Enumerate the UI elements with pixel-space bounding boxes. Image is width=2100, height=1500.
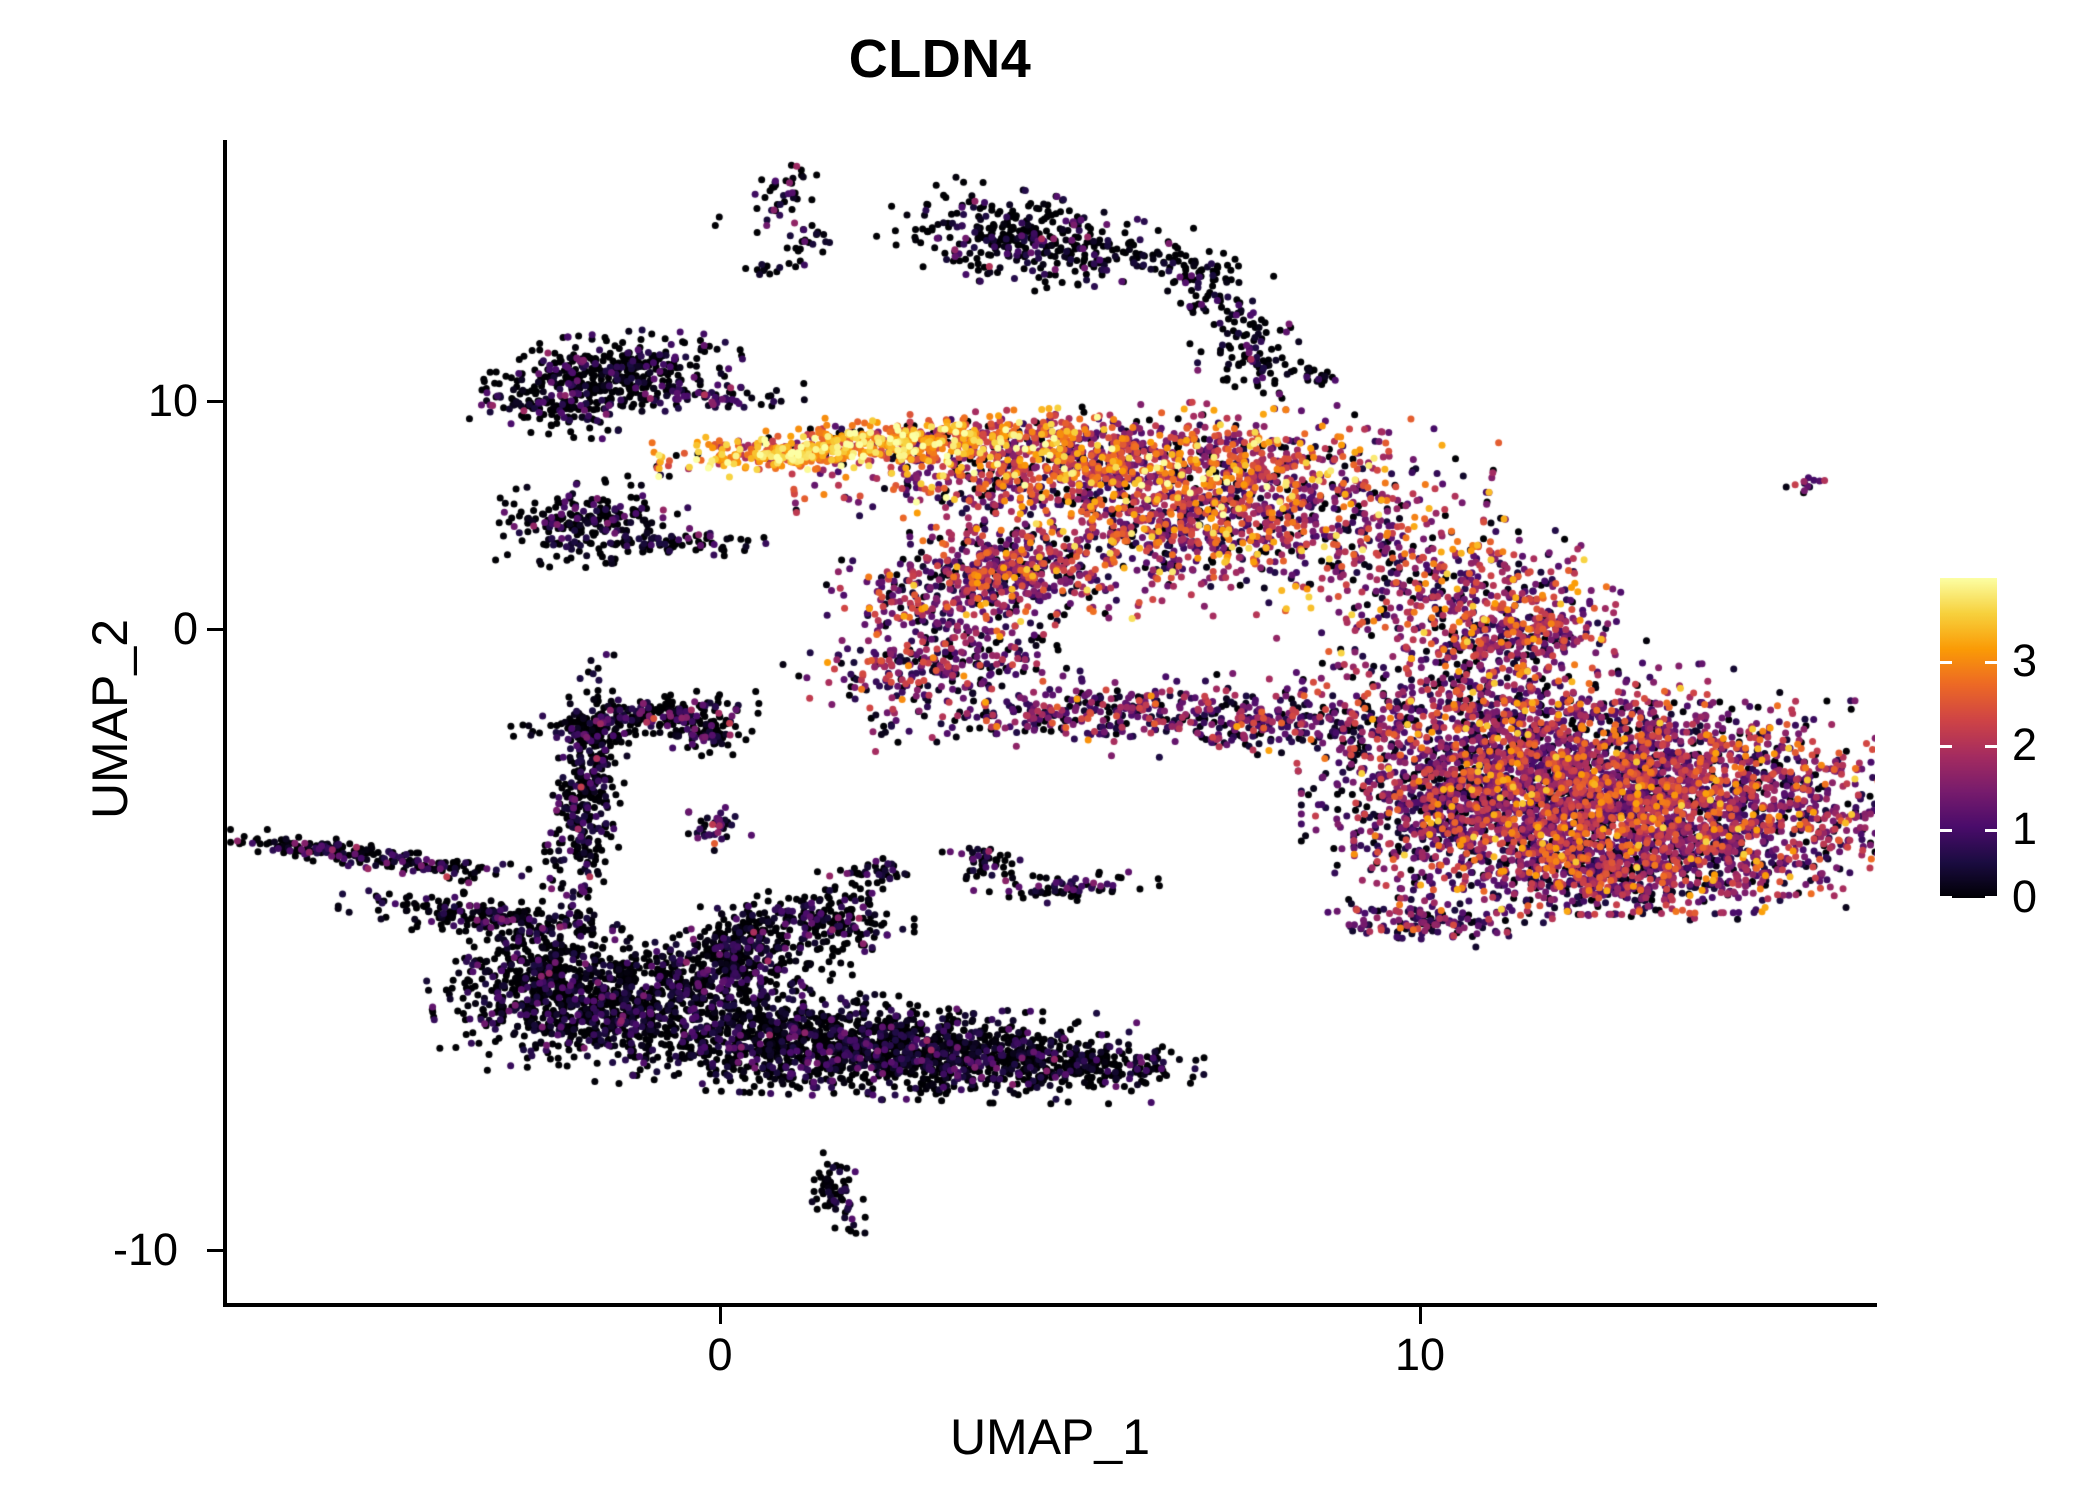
x-tick-label-10: 10 [1394, 1329, 1446, 1380]
scatter-canvas [225, 140, 1875, 1305]
colorbar-tick-1-right [1985, 829, 1997, 832]
x-tick-mark-0 [719, 1307, 722, 1324]
colorbar-gradient [1940, 578, 1997, 898]
page-title: CLDN4 [848, 29, 1032, 89]
y-tick-mark--10 [207, 1249, 224, 1252]
x-tick-mark-10 [1419, 1307, 1422, 1324]
y-tick-label--10: -10 [112, 1224, 178, 1275]
colorbar-label-1: 1 [2012, 803, 2038, 854]
colorbar-tick-0-left [1940, 896, 1952, 899]
colorbar-tick-1-left [1940, 829, 1952, 832]
y-tick-mark-10 [207, 400, 224, 403]
plot-panel [225, 140, 1875, 1305]
x-axis-title: UMAP_1 [949, 1409, 1151, 1465]
y-tick-label-10: 10 [147, 375, 198, 426]
colorbar-label-2: 2 [2012, 719, 2038, 770]
colorbar-legend: 3 2 1 0 [1940, 578, 2090, 919]
x-axis-line [223, 1303, 1877, 1307]
colorbar-tick-2-right [1985, 745, 1997, 748]
colorbar-label-0: 0 [2012, 871, 2038, 922]
y-tick-label-0: 0 [172, 603, 198, 654]
y-tick-mark-0 [207, 628, 224, 631]
colorbar-label-3: 3 [2012, 635, 2038, 686]
colorbar-tick-3-right [1985, 661, 1997, 664]
y-axis-title: UMAP_2 [82, 618, 138, 820]
colorbar-tick-0-right [1985, 896, 1997, 899]
x-tick-label-0: 0 [707, 1329, 733, 1380]
colorbar-tick-3-left [1940, 661, 1952, 664]
y-axis-line [223, 140, 227, 1307]
colorbar-tick-2-left [1940, 745, 1952, 748]
